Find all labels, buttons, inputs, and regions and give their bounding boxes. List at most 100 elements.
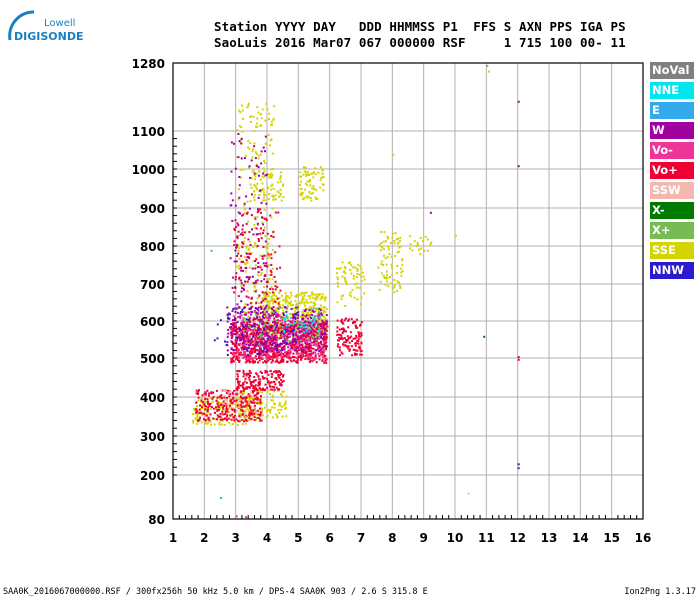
- data-point: [300, 339, 303, 342]
- data-point: [232, 308, 235, 311]
- data-point: [301, 328, 304, 331]
- data-point: [228, 313, 231, 316]
- data-point: [320, 330, 323, 333]
- data-point: [253, 401, 256, 404]
- data-point: [226, 389, 229, 392]
- data-point: [255, 233, 258, 236]
- data-point: [248, 338, 250, 341]
- data-point: [275, 326, 277, 329]
- data-point: [408, 235, 411, 238]
- data-point: [322, 355, 325, 358]
- data-point: [264, 307, 267, 310]
- data-point: [275, 339, 278, 341]
- data-point: [271, 350, 273, 352]
- data-point: [307, 337, 310, 340]
- x-tick-label: 15: [603, 531, 620, 545]
- data-point: [243, 373, 246, 376]
- data-point: [270, 175, 273, 178]
- data-point: [277, 211, 280, 214]
- data-point: [313, 322, 315, 325]
- data-point: [252, 336, 255, 338]
- data-point: [318, 314, 321, 317]
- data-point: [237, 380, 239, 383]
- data-point: [283, 404, 286, 407]
- data-point: [398, 281, 400, 284]
- data-point: [325, 323, 328, 325]
- data-point: [259, 112, 262, 115]
- data-point: [260, 117, 263, 120]
- data-point: [386, 256, 389, 259]
- data-point: [258, 378, 261, 381]
- data-point: [268, 193, 271, 195]
- data-point: [271, 267, 274, 270]
- data-point: [235, 265, 238, 268]
- data-point: [320, 307, 323, 310]
- data-point: [258, 316, 261, 318]
- data-point: [267, 301, 270, 304]
- data-point: [230, 323, 233, 325]
- data-point: [252, 260, 255, 263]
- data-point: [261, 401, 264, 404]
- data-point: [277, 409, 280, 411]
- data-point: [302, 312, 305, 315]
- data-point: [307, 346, 309, 349]
- data-point: [314, 324, 317, 327]
- data-point: [219, 319, 222, 322]
- data-point: [230, 334, 233, 337]
- data-point: [323, 354, 326, 357]
- data-point: [323, 331, 326, 334]
- data-point: [248, 165, 251, 168]
- data-point: [270, 388, 273, 391]
- data-point: [239, 351, 242, 354]
- data-point: [264, 360, 266, 363]
- data-point: [340, 351, 343, 354]
- data-point: [315, 308, 317, 311]
- data-point: [308, 332, 311, 335]
- data-point: [384, 257, 387, 260]
- data-point: [277, 329, 280, 332]
- data-point: [235, 356, 238, 359]
- data-point: [250, 186, 253, 189]
- data-point: [258, 391, 261, 393]
- data-point: [272, 416, 274, 419]
- data-point: [278, 292, 281, 294]
- data-point: [251, 170, 254, 173]
- data-point: [256, 188, 258, 191]
- data-point: [312, 307, 315, 310]
- data-point: [396, 290, 399, 293]
- data-point: [344, 280, 347, 283]
- data-point: [248, 327, 251, 330]
- data-point: [200, 404, 203, 407]
- data-point: [218, 395, 221, 398]
- data-point: [280, 408, 283, 411]
- data-point: [261, 323, 264, 326]
- data-point: [241, 394, 244, 397]
- data-point: [313, 320, 316, 323]
- data-point: [299, 193, 302, 196]
- data-point: [312, 318, 315, 321]
- data-point: [312, 324, 315, 327]
- data-point: [257, 335, 260, 338]
- legend-item-ssw: SSW: [650, 182, 694, 199]
- data-point: [247, 255, 250, 258]
- data-point: [263, 160, 265, 162]
- data-point: [269, 409, 272, 412]
- data-point: [335, 272, 338, 275]
- data-point: [344, 267, 347, 270]
- data-point: [344, 344, 347, 347]
- data-point: [239, 418, 242, 421]
- data-point: [238, 257, 241, 260]
- data-point: [250, 418, 253, 421]
- data-point: [396, 264, 399, 267]
- data-point: [356, 349, 359, 352]
- data-point: [240, 254, 243, 257]
- data-point: [256, 215, 259, 218]
- data-point: [295, 357, 298, 359]
- data-point: [299, 330, 302, 333]
- data-point: [285, 314, 288, 317]
- data-point: [267, 242, 270, 245]
- data-point: [264, 343, 267, 346]
- data-point: [239, 168, 242, 171]
- data-point: [391, 236, 394, 239]
- data-point: [251, 384, 254, 387]
